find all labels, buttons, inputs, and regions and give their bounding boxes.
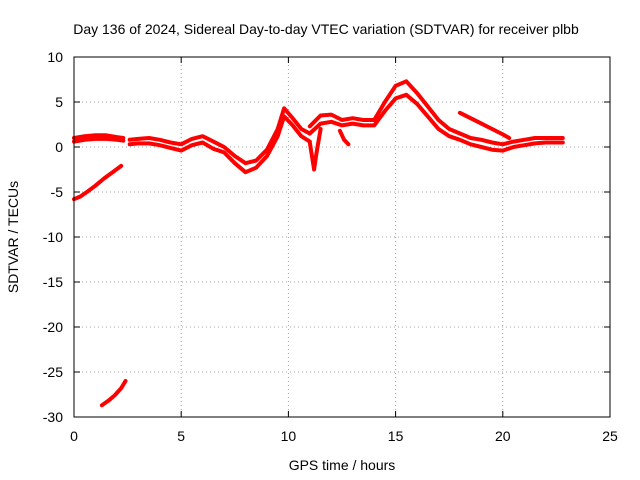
x-axis-label: GPS time / hours — [289, 457, 396, 473]
y-tick-label: -10 — [43, 229, 63, 245]
grid-lines — [74, 57, 610, 417]
y-tick-label: -30 — [43, 409, 63, 425]
series-deep-track — [99, 379, 128, 408]
y-tick-label: 10 — [47, 49, 63, 65]
series-low-track — [72, 163, 124, 202]
series-spike-11 — [307, 127, 323, 172]
y-tick-label: 5 — [55, 94, 63, 110]
data-series — [72, 79, 565, 408]
series-upper-branch — [457, 110, 512, 140]
series-main-band-2 — [72, 136, 126, 144]
x-tick-label: 20 — [495, 428, 511, 444]
y-tick-labels: 10 5 0 -5 -10 -15 -20 -25 -30 — [43, 49, 63, 425]
chart-title: Day 136 of 2024, Sidereal Day-to-day VTE… — [73, 21, 579, 37]
series-main-band-1 — [72, 133, 126, 140]
x-tick-label: 0 — [70, 428, 78, 444]
series-mid-band-1 — [127, 106, 312, 166]
series-right-band-1 — [307, 79, 565, 147]
axis-ticks — [73, 56, 611, 418]
x-tick-labels: 0 5 10 15 20 25 — [70, 428, 618, 444]
y-tick-label: -25 — [43, 364, 63, 380]
x-tick-label: 5 — [177, 428, 185, 444]
series-mid-band-2 — [127, 114, 312, 175]
y-tick-label: -20 — [43, 319, 63, 335]
x-tick-label: 25 — [602, 428, 618, 444]
y-axis-label: SDTVAR / TECUs — [5, 181, 21, 293]
y-tick-label: -15 — [43, 274, 63, 290]
x-tick-label: 15 — [388, 428, 404, 444]
y-tick-label: -5 — [51, 184, 64, 200]
y-tick-label: 0 — [55, 139, 63, 155]
x-tick-label: 10 — [281, 428, 297, 444]
series-right-band-2 — [307, 92, 565, 153]
series-blip-12 — [337, 128, 351, 147]
